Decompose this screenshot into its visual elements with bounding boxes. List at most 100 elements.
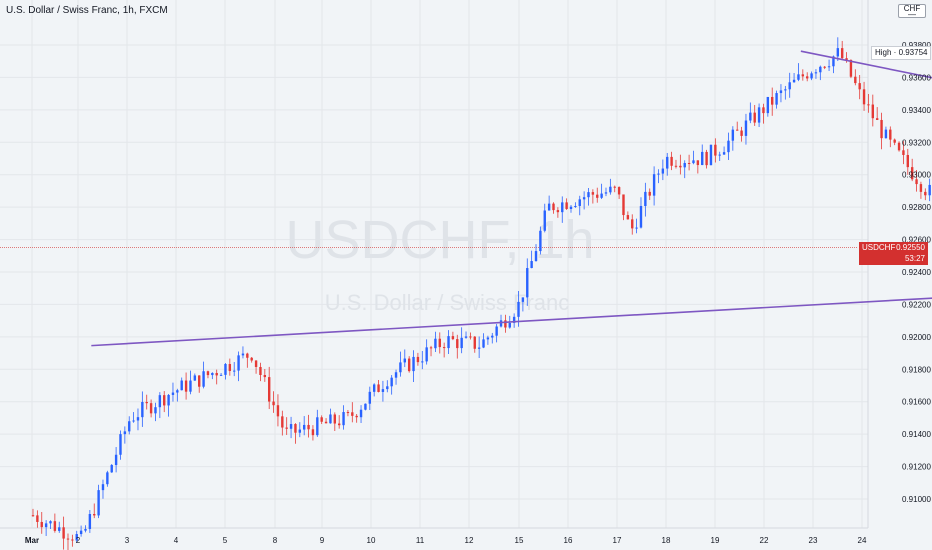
candle-up (709, 144, 713, 166)
candle-up (587, 192, 590, 198)
candle-down (889, 129, 892, 140)
candle-down (36, 515, 39, 522)
candle-down (416, 356, 420, 363)
candle-up (202, 371, 205, 387)
candle-down (696, 160, 700, 166)
candle-up (652, 174, 656, 196)
candle-down (714, 144, 717, 156)
candle-up (477, 347, 481, 349)
candle-down (469, 336, 472, 338)
candle-down (626, 215, 630, 220)
candle-up (788, 82, 791, 90)
price-tick-label: 0.91400 (902, 430, 931, 439)
candle-up (180, 380, 183, 391)
currency-button[interactable]: CHF — (898, 4, 926, 19)
candle-up (176, 390, 179, 393)
candle-up (119, 434, 122, 455)
price-tick-label: 0.91800 (902, 365, 931, 374)
candle-up (44, 523, 48, 528)
candle-up (167, 394, 170, 406)
candle-up (386, 386, 389, 390)
candle-up (84, 528, 87, 531)
candle-up (561, 202, 564, 213)
candle-up (219, 374, 223, 376)
candle-down (613, 186, 616, 188)
candle-up (128, 421, 131, 432)
time-tick-label: 23 (809, 536, 818, 545)
candle-up (928, 184, 931, 196)
candle-up (727, 140, 730, 153)
candle-up (447, 336, 450, 349)
candle-down (263, 374, 267, 378)
candle-up (88, 513, 92, 529)
candle-up (224, 363, 227, 375)
watermark-ticker: USDCHF, 1h (285, 210, 594, 270)
candle-down (438, 338, 441, 348)
price-tick-label: 0.93200 (902, 138, 931, 147)
time-tick-label: 18 (662, 536, 671, 545)
candle-up (399, 362, 402, 373)
candle-up (574, 205, 577, 207)
time-axis[interactable]: Mar 2 3 4 5 8 9 10 11 12 15 16 17 18 19 22 23 24 (25, 536, 867, 545)
candle-down (429, 347, 433, 349)
time-tick-label: 15 (515, 536, 524, 545)
time-tick-label: 19 (711, 536, 720, 545)
candle-up (810, 73, 813, 79)
candle-up (635, 227, 638, 229)
price-tick-label: 0.92400 (902, 268, 931, 277)
candle-up (421, 361, 424, 363)
candle-up (189, 380, 192, 392)
currency-sub: — (908, 10, 916, 19)
candle-down (163, 395, 166, 406)
candle-down (565, 202, 568, 209)
price-tick-label: 0.91000 (902, 495, 931, 504)
candle-down (858, 83, 861, 90)
candle-down (53, 521, 57, 531)
candle-up (517, 301, 520, 317)
candle-up (718, 154, 721, 156)
candle-down (596, 194, 599, 198)
time-tick-label: 3 (125, 536, 130, 545)
time-tick-label: 4 (174, 536, 179, 545)
candle-up (683, 162, 686, 168)
candle-up (534, 251, 538, 262)
candle-down (206, 371, 210, 376)
candle-up (425, 347, 428, 362)
candle-down (351, 412, 354, 416)
price-axis[interactable]: 0.93800 0.93600 0.93400 0.93200 0.93000 0.928… (902, 41, 931, 504)
candle-up (394, 372, 398, 378)
symbol-title[interactable]: U.S. Dollar / Swiss Franc, 1h, FXCM (6, 5, 168, 16)
candle-down (805, 76, 809, 79)
candle-up (722, 152, 726, 155)
candle-up (657, 173, 660, 175)
candle-down (254, 360, 258, 367)
candle-up (289, 424, 293, 429)
price-tick-label: 0.93400 (902, 106, 931, 115)
support-trendline[interactable] (91, 250, 932, 347)
candle-down (849, 59, 853, 77)
candle-down (285, 427, 288, 429)
candle-up (403, 358, 406, 363)
price-tick-label: 0.93600 (902, 73, 931, 82)
candle-up (797, 74, 800, 80)
candle-up (582, 197, 586, 200)
candle-down (31, 515, 35, 517)
time-tick-label: 17 (613, 536, 622, 545)
candle-up (701, 151, 704, 166)
candle-up (316, 417, 319, 436)
time-tick-label: 9 (320, 536, 325, 545)
candle-down (670, 156, 673, 166)
candle-up (110, 465, 113, 473)
watermark: USDCHF, 1h U.S. Dollar / Swiss Franc (285, 210, 594, 315)
candle-up (609, 186, 612, 193)
candle-up (141, 401, 144, 418)
last-price-ticker: USDCHF (862, 243, 896, 252)
candle-up (600, 193, 603, 198)
candle-down (679, 165, 682, 168)
candle-up (302, 424, 306, 430)
candle-up (827, 66, 831, 68)
price-tick-label: 0.92200 (902, 300, 931, 309)
candle-up (521, 297, 525, 302)
